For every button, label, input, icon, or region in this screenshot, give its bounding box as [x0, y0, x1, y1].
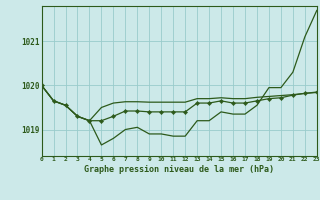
X-axis label: Graphe pression niveau de la mer (hPa): Graphe pression niveau de la mer (hPa) [84, 165, 274, 174]
